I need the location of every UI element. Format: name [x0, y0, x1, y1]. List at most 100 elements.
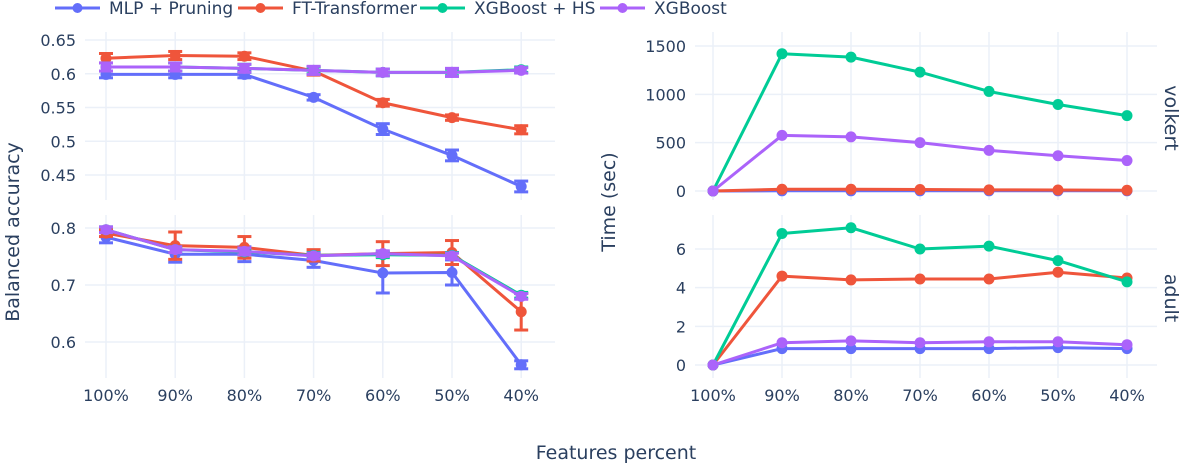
- data-point[interactable]: [914, 273, 926, 285]
- data-point[interactable]: [1052, 336, 1064, 348]
- data-point[interactable]: [1121, 110, 1133, 122]
- data-point[interactable]: [308, 250, 320, 262]
- data-point[interactable]: [446, 266, 458, 278]
- panel-time-adult: 0 2 4 6 100% 90% 80% 70% 60% 50% 40%: [676, 215, 1157, 405]
- data-point[interactable]: [914, 137, 926, 149]
- data-point[interactable]: [515, 64, 527, 76]
- data-point[interactable]: [1052, 184, 1064, 196]
- data-point[interactable]: [845, 222, 857, 234]
- data-point[interactable]: [446, 112, 458, 124]
- data-point[interactable]: [169, 50, 181, 62]
- panel-time-volkert: 0 500 1000 1500: [645, 32, 1157, 201]
- legend-marker-icon: [72, 3, 83, 13]
- data-point[interactable]: [446, 149, 458, 161]
- series-ft-transformer: [707, 183, 1133, 197]
- y-axis-title-accuracy: Balanced accuracy: [2, 142, 24, 322]
- data-point[interactable]: [845, 343, 857, 355]
- data-point[interactable]: [776, 183, 788, 195]
- data-point[interactable]: [515, 359, 527, 371]
- data-point[interactable]: [707, 359, 719, 371]
- legend-item[interactable]: FT-Transformer: [238, 0, 417, 19]
- data-point[interactable]: [1121, 184, 1133, 196]
- data-point[interactable]: [515, 306, 527, 318]
- data-point[interactable]: [100, 52, 112, 64]
- data-point[interactable]: [515, 124, 527, 136]
- data-point[interactable]: [1052, 266, 1064, 278]
- data-point[interactable]: [1121, 339, 1133, 351]
- x-tick-label: 40%: [503, 386, 539, 405]
- data-point[interactable]: [1121, 276, 1133, 288]
- data-point[interactable]: [1052, 150, 1064, 162]
- data-point[interactable]: [308, 64, 320, 76]
- y-tick-label: 0.45: [40, 166, 76, 185]
- x-tick-label: 80%: [833, 386, 869, 405]
- x-tick-label: 60%: [365, 386, 401, 405]
- data-point[interactable]: [1052, 255, 1064, 267]
- legend-label: XGBoost + HS: [474, 0, 595, 19]
- data-point[interactable]: [515, 290, 527, 302]
- y-tick-label: 2: [676, 317, 686, 336]
- data-point[interactable]: [914, 66, 926, 78]
- data-point[interactable]: [983, 240, 995, 252]
- legend-label: XGBoost: [654, 0, 727, 19]
- data-point[interactable]: [707, 185, 719, 197]
- x-tick-label: 90%: [764, 386, 800, 405]
- data-point[interactable]: [845, 274, 857, 286]
- data-point[interactable]: [845, 335, 857, 347]
- x-tick-label: 50%: [1040, 386, 1076, 405]
- data-point[interactable]: [983, 273, 995, 285]
- data-point[interactable]: [983, 85, 995, 97]
- data-point[interactable]: [845, 131, 857, 143]
- data-point[interactable]: [238, 245, 250, 257]
- data-point[interactable]: [845, 183, 857, 195]
- data-point[interactable]: [914, 337, 926, 349]
- y-tick-label: 0.65: [40, 31, 76, 50]
- data-point[interactable]: [169, 61, 181, 73]
- data-point[interactable]: [983, 144, 995, 156]
- y-tick-label: 0.7: [51, 276, 76, 295]
- data-point[interactable]: [377, 97, 389, 109]
- data-point[interactable]: [377, 66, 389, 78]
- data-point[interactable]: [515, 180, 527, 192]
- x-tick-label: 70%: [902, 386, 938, 405]
- legend-item[interactable]: XGBoost + HS: [420, 0, 595, 19]
- x-tick-label: 90%: [157, 386, 193, 405]
- x-tick-label: 50%: [434, 386, 470, 405]
- legend-item[interactable]: XGBoost: [600, 0, 727, 19]
- y-tick-label: 1000: [645, 85, 686, 104]
- data-point[interactable]: [377, 248, 389, 260]
- data-point[interactable]: [238, 50, 250, 62]
- data-point[interactable]: [377, 267, 389, 279]
- y-tick-label: 0.6: [51, 333, 76, 352]
- legend-marker-icon: [617, 3, 628, 13]
- data-point[interactable]: [1121, 155, 1133, 167]
- data-point[interactable]: [776, 228, 788, 240]
- data-point[interactable]: [446, 250, 458, 262]
- series-xgboost: [707, 335, 1133, 371]
- data-point[interactable]: [845, 51, 857, 63]
- data-point[interactable]: [1052, 98, 1064, 110]
- data-point[interactable]: [914, 184, 926, 196]
- x-tick-label: 100%: [690, 386, 736, 405]
- x-tick-label: 100%: [83, 386, 129, 405]
- data-point[interactable]: [169, 244, 181, 256]
- legend-marker-icon: [255, 3, 266, 13]
- data-point[interactable]: [100, 61, 112, 73]
- x-tick-label: 70%: [296, 386, 332, 405]
- data-point[interactable]: [377, 123, 389, 135]
- data-point[interactable]: [776, 48, 788, 60]
- legend-item[interactable]: MLP + Pruning: [55, 0, 233, 19]
- data-point[interactable]: [983, 184, 995, 196]
- y-tick-label: 0.8: [51, 219, 76, 238]
- data-point[interactable]: [100, 224, 112, 236]
- series-xgboost: [99, 61, 529, 78]
- data-point[interactable]: [446, 66, 458, 78]
- data-point[interactable]: [776, 270, 788, 282]
- data-point[interactable]: [308, 91, 320, 103]
- data-point[interactable]: [238, 62, 250, 74]
- data-point[interactable]: [983, 336, 995, 348]
- data-point[interactable]: [776, 337, 788, 349]
- data-point[interactable]: [776, 129, 788, 141]
- data-point[interactable]: [914, 243, 926, 255]
- y-tick-label: 0: [676, 182, 686, 201]
